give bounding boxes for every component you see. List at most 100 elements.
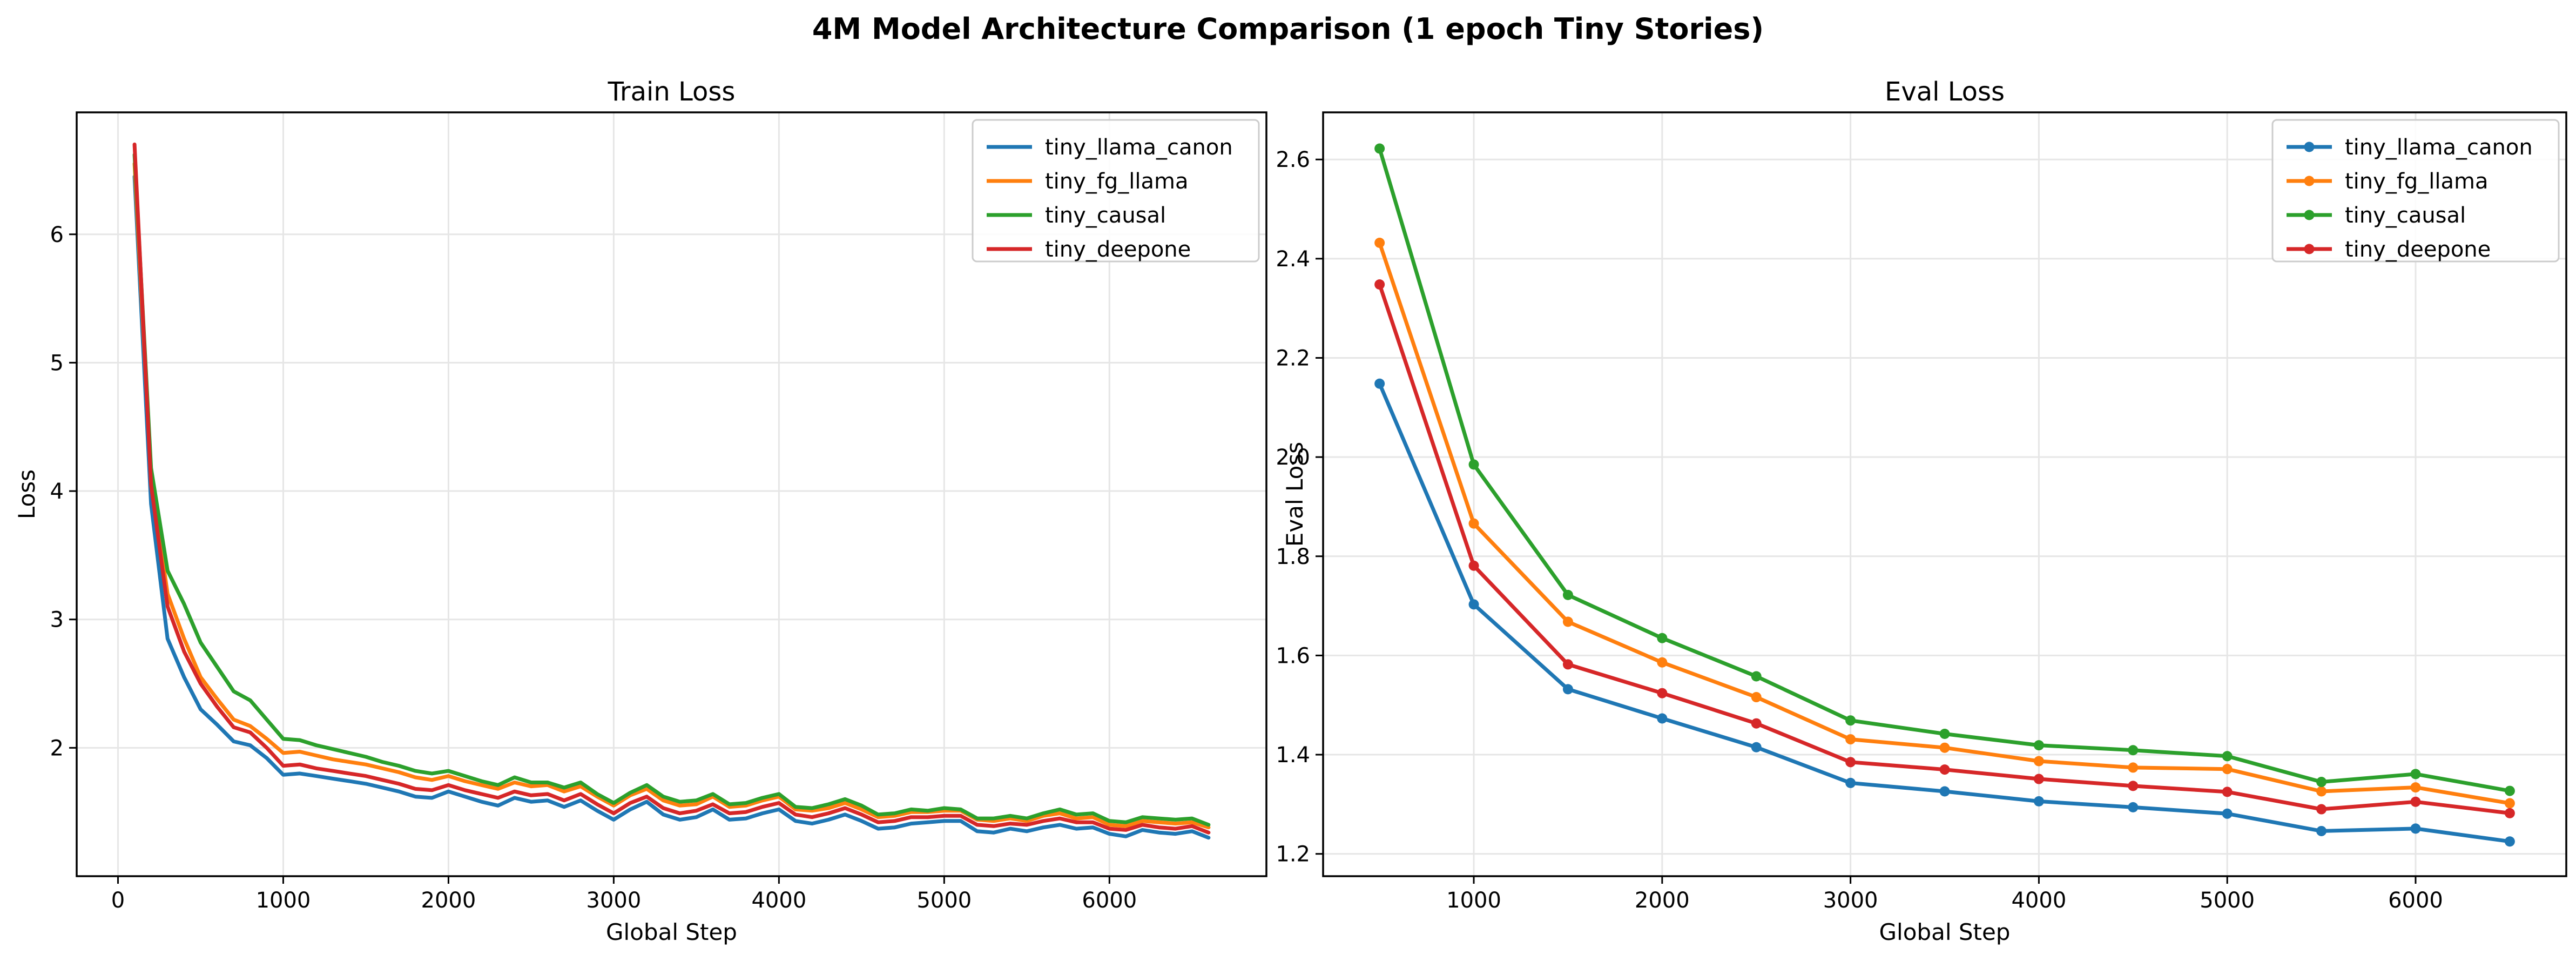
eval-series-tiny_causal-point (1845, 715, 1856, 726)
eval-ytick-label: 1.4 (1276, 743, 1310, 768)
train-series-tiny_causal-line (132, 152, 1211, 827)
eval-series-tiny_fg_llama-point (2128, 762, 2139, 773)
train-legend: tiny_llama_canon tiny_fg_llama tiny_causal… (972, 119, 1260, 263)
eval-series-tiny_llama_canon-point (1657, 713, 1668, 724)
eval-xtick-label: 5000 (2200, 888, 2255, 913)
eval-xlabel: Global Step (1879, 919, 2011, 945)
eval-series-tiny_causal-point (2033, 740, 2044, 751)
eval-legend-marker-tiny_causal (2304, 210, 2315, 220)
figure-suptitle: 4M Model Architecture Comparison (1 epoc… (812, 12, 1764, 46)
eval-xtick-label: 2000 (1635, 888, 1690, 913)
eval-series-tiny_deepone-point (2504, 808, 2515, 818)
train-series-tiny_llama_canon-line (132, 174, 1211, 840)
train-xtick-label: 0 (111, 888, 125, 913)
eval-series-tiny_fg_llama-point (2033, 756, 2044, 767)
eval-legend-label: tiny_llama_canon (2345, 135, 2533, 160)
train-title: Train Loss (608, 77, 736, 107)
eval-series-tiny_causal-point (1939, 728, 1950, 739)
eval-series-tiny_deepone-point (1751, 718, 1762, 729)
train-xtick-label: 5000 (916, 888, 972, 913)
train-xtick-label: 4000 (751, 888, 806, 913)
train-ytick-label: 3 (50, 608, 64, 633)
eval-legend-box (2271, 119, 2560, 263)
eval-series-tiny_fg_llama-point (2316, 786, 2327, 797)
eval-series-tiny_causal-point (2222, 751, 2233, 762)
eval-series-tiny_llama_canon-point (2316, 825, 2327, 836)
eval-series-tiny_deepone-point (2033, 774, 2044, 784)
eval-series-tiny_causal-point (1657, 633, 1668, 643)
train-series-tiny_fg_llama-line (132, 162, 1211, 830)
eval-ytick-label: 2.6 (1276, 147, 1310, 172)
eval-ylabel: Eval Loss (1282, 442, 1308, 547)
eval-series-tiny_fg_llama-point (1657, 657, 1668, 668)
eval-series-tiny_deepone-point (1939, 764, 1950, 775)
eval-series-tiny_causal-point (2128, 745, 2139, 756)
train-xtick-label: 1000 (256, 888, 311, 913)
eval-series-tiny_fg_llama-point (1939, 742, 1950, 753)
train-ytick-label: 4 (50, 479, 64, 504)
train-ytick-label: 2 (50, 736, 64, 761)
eval-ytick-label: 2.0 (1276, 445, 1310, 470)
train-legend-box (972, 119, 1260, 263)
eval-series-tiny_llama_canon-point (1751, 742, 1762, 752)
eval-series-tiny_llama_canon-point (1374, 378, 1385, 389)
train-ytick-label: 6 (50, 223, 64, 247)
eval-legend-marker-tiny_fg_llama (2304, 176, 2315, 186)
eval-series-tiny_llama_canon-point (1939, 786, 1950, 797)
eval-ytick-label: 1.6 (1276, 643, 1310, 668)
eval-ytick-label: 1.8 (1276, 545, 1310, 569)
eval-series-tiny_deepone-point (2410, 796, 2421, 807)
eval-series-tiny_deepone-point (2222, 787, 2233, 797)
train-series-tiny_deepone-line (132, 142, 1211, 835)
train-legend-label: tiny_llama_canon (1045, 135, 1233, 160)
eval-series-tiny_deepone-point (2128, 781, 2139, 791)
eval-xtick-label: 6000 (2388, 888, 2443, 913)
eval-axes-frame (1322, 111, 2567, 877)
eval-series-tiny_llama_canon-point (2504, 836, 2515, 847)
train-xtick-label: 2000 (421, 888, 476, 913)
eval-series-tiny_llama_canon-point (1468, 599, 1479, 610)
eval-legend-marker-tiny_deepone (2304, 244, 2315, 254)
eval-ytick-label: 2.4 (1276, 247, 1310, 272)
eval-series-tiny_fg_llama-point (2410, 782, 2421, 793)
eval-series-tiny_causal-point (2504, 785, 2515, 796)
train-ylabel: Loss (14, 469, 40, 519)
eval-series-tiny_llama_canon-point (2128, 802, 2139, 812)
eval-series-tiny_deepone-point (1374, 279, 1385, 290)
train-ytick-label: 5 (50, 351, 64, 375)
train-axes-frame (76, 111, 1267, 877)
eval-series-tiny_fg_llama-point (1751, 692, 1762, 703)
train-legend-label: tiny_deepone (1045, 237, 1191, 262)
eval-series-tiny_deepone-point (2316, 804, 2327, 815)
eval-title: Eval Loss (1885, 77, 2005, 107)
train-legend-label: tiny_causal (1045, 203, 1166, 228)
eval-series-tiny_fg_llama-point (2222, 764, 2233, 775)
eval-series-tiny_causal-point (1562, 589, 1573, 600)
eval-legend-marker-tiny_llama_canon (2304, 142, 2315, 152)
eval-legend-label: tiny_causal (2345, 203, 2466, 228)
eval-series-tiny_llama_canon-point (2410, 823, 2421, 834)
eval-xtick-label: 4000 (2011, 888, 2066, 913)
train-xtick-label: 6000 (1082, 888, 1137, 913)
eval-series-tiny_causal-point (2316, 777, 2327, 788)
train-legend-label: tiny_fg_llama (1045, 169, 1189, 194)
eval-series-tiny_causal-point (2410, 769, 2421, 779)
eval-legend-label: tiny_deepone (2345, 237, 2491, 262)
train-loss-panel: 0 1000 2000 3000 4000 5000 6000 2 3 4 5 6 Train Loss… (14, 77, 1267, 945)
train-xlabel: Global Step (606, 919, 737, 945)
eval-series-tiny_deepone-point (1657, 688, 1668, 698)
eval-ytick-label: 2.2 (1276, 346, 1310, 371)
eval-series-tiny_causal-point (1374, 143, 1385, 154)
eval-series-tiny_fg_llama-point (1468, 518, 1479, 529)
eval-series-tiny_llama_canon-point (1845, 777, 1856, 788)
eval-xtick-label: 3000 (1823, 888, 1878, 913)
eval-series-tiny_llama_canon-point (2222, 808, 2233, 819)
eval-series-tiny_fg_llama-point (1374, 237, 1385, 248)
eval-loss-panel: 1000 2000 3000 4000 5000 6000 1.2 1.4 1.6 1.8 2.0 2… (1276, 77, 2567, 945)
eval-ytick-label: 1.2 (1276, 842, 1310, 867)
train-xtick-label: 3000 (586, 888, 642, 913)
eval-series-tiny_causal-point (1468, 459, 1479, 470)
eval-series-tiny_llama_canon-point (2033, 796, 2044, 807)
eval-series-tiny_fg_llama-point (1845, 734, 1856, 745)
